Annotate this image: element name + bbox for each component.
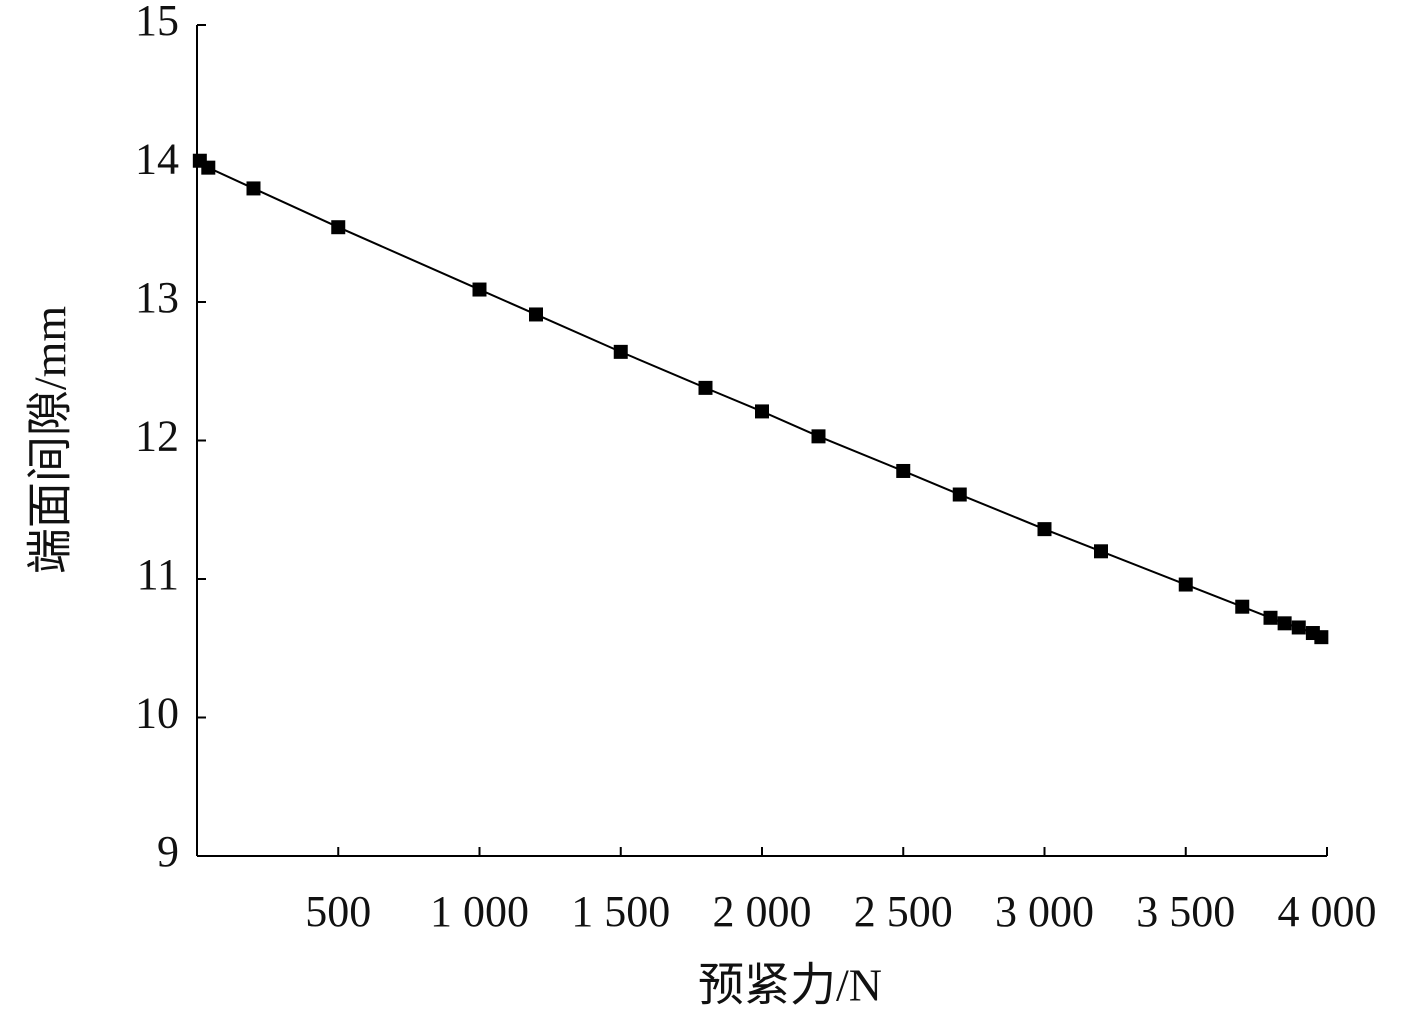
data-point: [896, 463, 911, 478]
x-tick-label: 500: [305, 887, 371, 936]
y-tick-label: 10: [135, 689, 179, 738]
data-point: [1037, 522, 1052, 537]
x-tick-label: 4 000: [1278, 887, 1377, 936]
data-point: [472, 282, 487, 297]
data-point: [331, 220, 346, 235]
data-point: [1277, 616, 1292, 631]
x-axis-label: 预紧力/N: [698, 960, 882, 1011]
x-tick-label: 1 000: [430, 887, 529, 936]
y-tick-label: 13: [135, 273, 179, 322]
x-tick-label: 3 000: [995, 887, 1094, 936]
data-point: [613, 344, 628, 359]
y-tick-label: 15: [135, 0, 179, 45]
y-tick-label: 14: [135, 135, 179, 184]
data-point: [1263, 610, 1278, 625]
data-point: [811, 429, 826, 444]
data-point: [201, 160, 216, 175]
data-point: [1094, 544, 1108, 559]
data-point: [1291, 620, 1306, 635]
y-axis-label: 端面间隙/mm: [25, 306, 76, 575]
x-tick-label: 2 500: [854, 887, 953, 936]
y-tick-label: 9: [157, 827, 179, 876]
x-tick-label: 2 000: [713, 887, 812, 936]
series-line: [199, 159, 1322, 639]
data-point: [698, 380, 713, 395]
data-point: [246, 181, 261, 196]
y-tick-label: 11: [137, 550, 179, 599]
x-tick-label: 1 500: [571, 887, 670, 936]
data-point: [755, 404, 769, 419]
data-point: [1178, 577, 1193, 592]
data-point: [1235, 599, 1250, 614]
data-point: [529, 307, 543, 322]
x-tick-label: 3 500: [1136, 887, 1235, 936]
data-point: [1314, 630, 1329, 645]
y-tick-label: 12: [135, 412, 179, 461]
data-point: [952, 487, 967, 502]
